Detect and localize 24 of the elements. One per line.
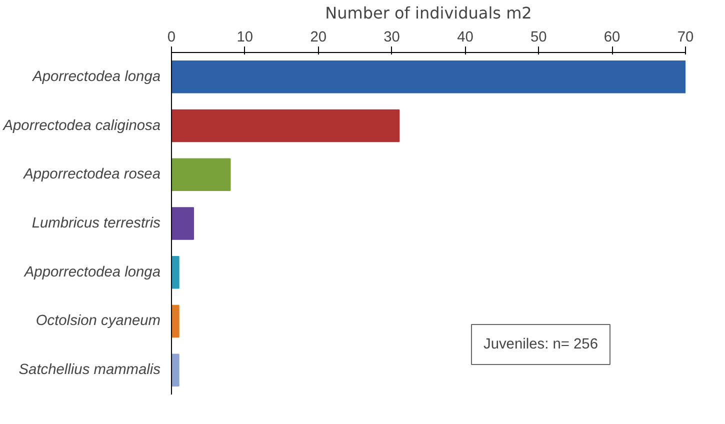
x-tick-label: 70 [677,30,694,46]
bar [172,207,194,240]
x-tick-label: 60 [604,30,620,46]
x-tick-label: 10 [236,30,254,46]
y-tick-label: Aporrectodea caliginosa [2,118,161,134]
bar [172,60,686,94]
bar [172,109,400,142]
x-tick-label: 30 [384,30,400,46]
annotation: Juveniles: n= 256 [484,336,598,352]
x-tick-label: 0 [167,30,176,46]
x-tick-label: 40 [457,30,474,46]
x-axis-title: Number of individuals m2 [325,4,532,22]
y-tick-label: Apporrectodea longa [23,264,161,280]
bar [172,256,180,289]
y-tick-label: Aporrectodea longa [32,68,161,85]
y-tick-label: Lumbricus terrestris [32,216,162,232]
bar [172,354,180,386]
bar [172,304,180,338]
bar [172,158,231,192]
x-tick-label: 20 [310,30,327,46]
y-tick-label: Octolsion cyaneum [36,313,161,330]
x-tick-label: 50 [530,30,547,46]
y-tick-label: Satchellius mammalis [18,362,162,378]
y-tick-label: Apporrectodea rosea [22,166,161,183]
